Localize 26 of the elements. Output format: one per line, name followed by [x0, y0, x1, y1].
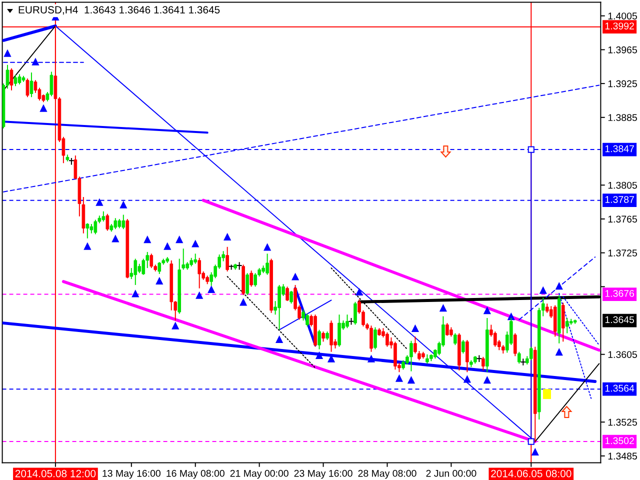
y-tick-label: 1.3925 [608, 80, 637, 88]
y-tick-label: 1.3725 [608, 250, 637, 256]
x-tick-label: 23 May 16:00 [294, 470, 352, 479]
x-tick-label: 13 May 16:00 [102, 470, 160, 479]
y-tick-label: 1.3605 [608, 351, 637, 358]
annotation: 1.3645 [605, 316, 634, 324]
chart-title: EURUSD,H4 1.3643 1.3646 1.3641 1.3645 [18, 6, 220, 15]
ref-line-label: 1.3502 [605, 437, 634, 444]
y-tick-label: 1.3885 [608, 114, 637, 122]
x-tick-label: 16 May 08:00 [166, 470, 224, 479]
ref-line-label: 1.3787 [605, 196, 634, 203]
ref-line-label: 1.3992 [605, 22, 634, 30]
y-tick-label: 1.3805 [608, 182, 637, 189]
x-tick-label: 2014.06.05 08:00 [491, 470, 572, 478]
ref-line-label: 1.3847 [605, 145, 634, 152]
y-tick-label: 1.4005 [608, 12, 637, 20]
x-tick-label: 21 May 00:00 [230, 470, 288, 479]
x-tick-label: 2014.05.08 12:00 [15, 470, 96, 478]
y-tick-label: 1.3965 [608, 46, 637, 54]
x-tick-label: 28 May 08:00 [358, 470, 416, 479]
x-tick-label: 2 Jun 00:00 [426, 470, 476, 477]
y-tick-label: 1.3525 [608, 418, 637, 426]
ref-line-label: 1.3676 [605, 290, 634, 297]
ref-line-label: 1.3564 [605, 384, 634, 392]
y-tick-label: 1.3485 [608, 452, 637, 460]
y-tick-label: 1.3765 [608, 216, 637, 223]
